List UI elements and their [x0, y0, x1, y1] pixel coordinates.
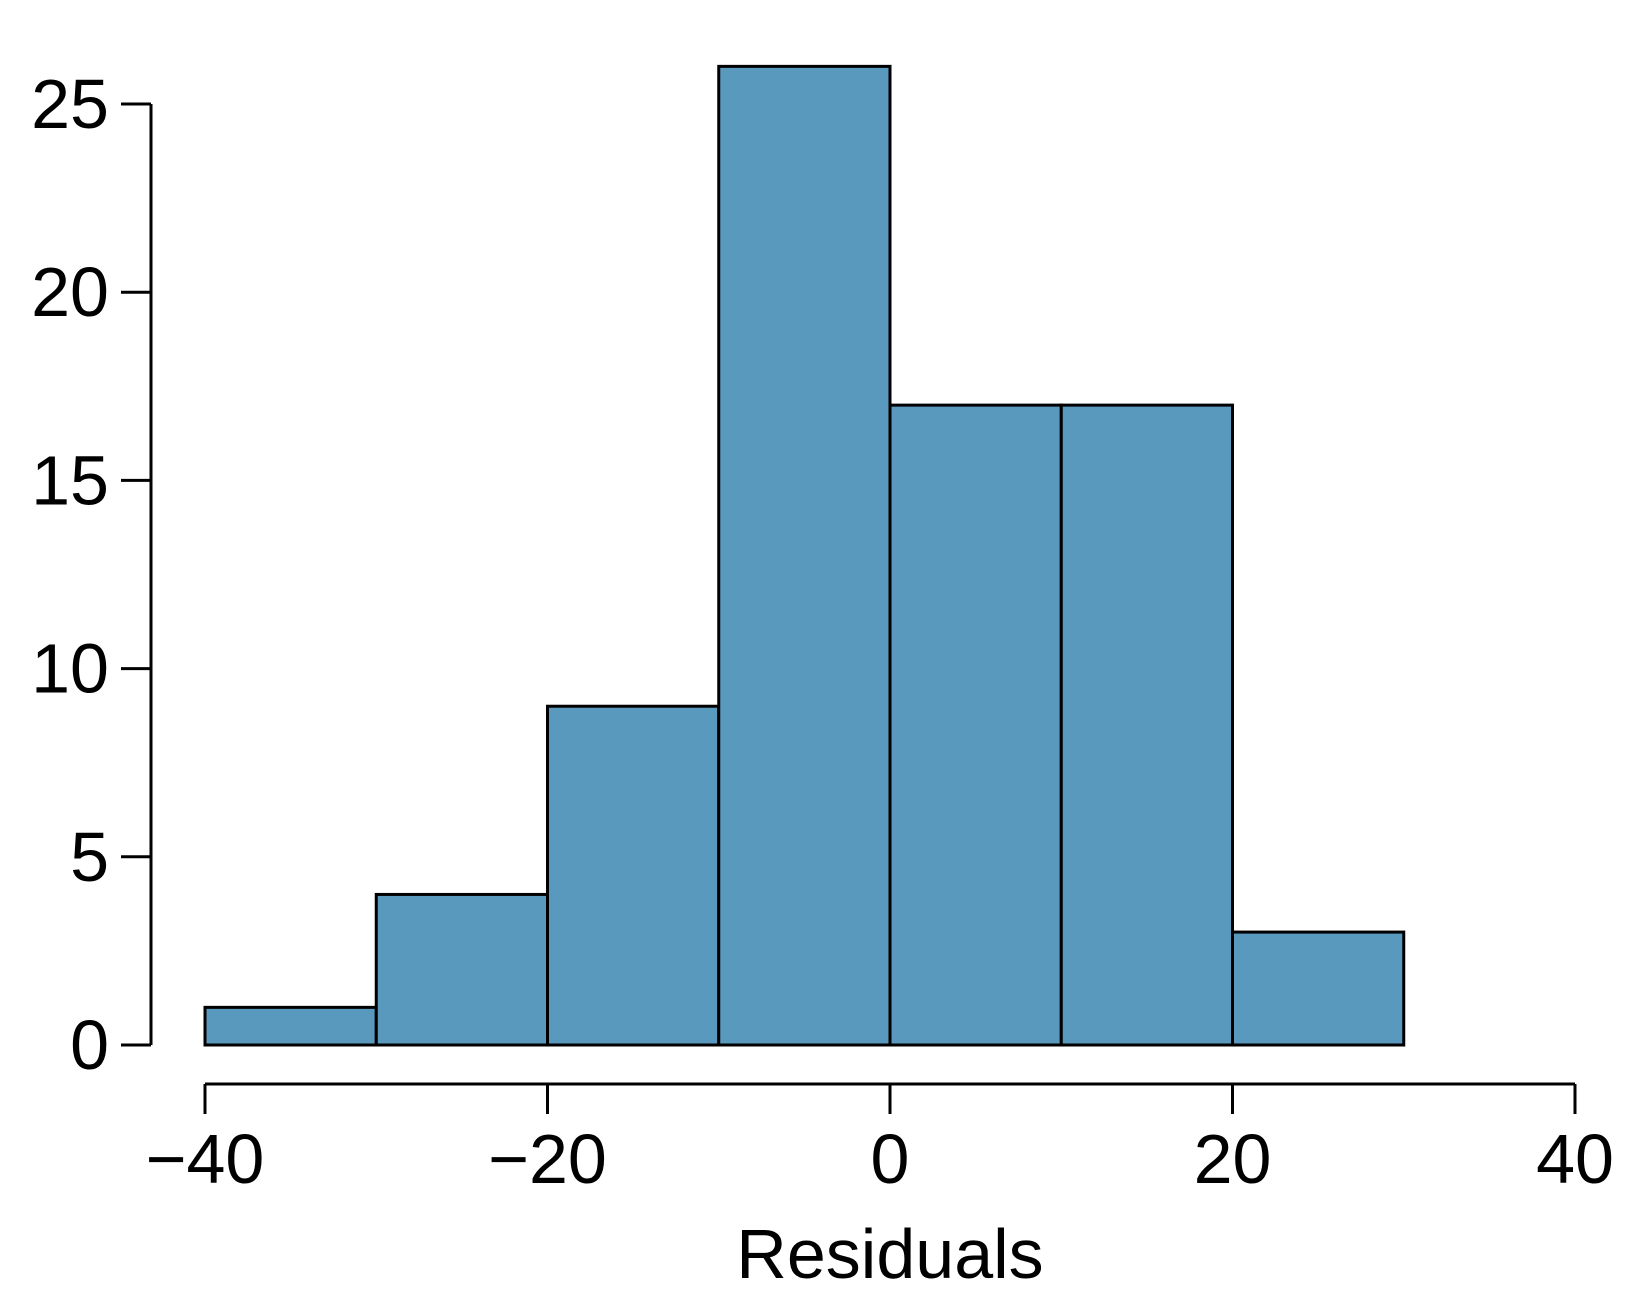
x-tick-label: −40 — [146, 1120, 265, 1198]
histogram-bar-2 — [374, 892, 549, 1047]
y-tick-label: 15 — [31, 441, 109, 519]
x-tick-label: 0 — [871, 1120, 910, 1198]
bars-layer — [203, 64, 1406, 1047]
x-tick-label: −20 — [488, 1120, 607, 1198]
histogram-bar-7 — [1231, 930, 1406, 1047]
histogram-bar-1 — [203, 1005, 378, 1047]
histogram-bar-3 — [546, 704, 721, 1047]
y-tick-label: 5 — [70, 818, 109, 896]
x-tick-label: 20 — [1194, 1120, 1272, 1198]
x-axis-label: Residuals — [736, 1215, 1043, 1288]
y-tick-label: 25 — [31, 65, 109, 143]
y-tick-label: 0 — [70, 1006, 109, 1084]
y-axis: 0 5 10 15 20 25 — [31, 65, 153, 1084]
y-tick-label: 10 — [31, 630, 109, 708]
x-tick-label: 40 — [1536, 1120, 1614, 1198]
histogram-bar-5 — [888, 403, 1063, 1047]
y-tick-label: 20 — [31, 253, 109, 331]
histogram-bar-4 — [717, 64, 892, 1047]
x-axis: −40 −20 0 20 40 — [146, 1082, 1614, 1198]
histogram-bar-6 — [1059, 403, 1234, 1047]
